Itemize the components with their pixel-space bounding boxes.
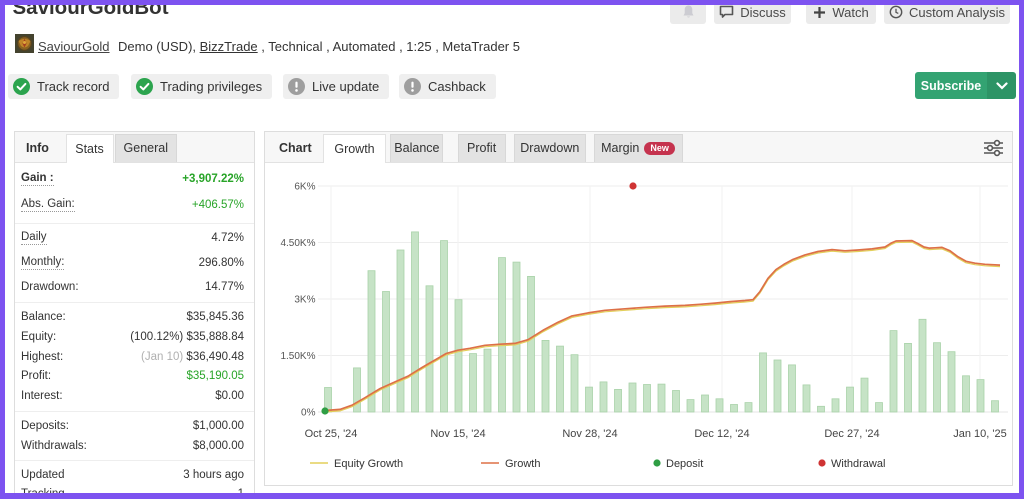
svg-text:6K%: 6K% [294,182,315,193]
svg-text:Withdrawal: Withdrawal [831,458,885,470]
svg-text:Jan 10, '25: Jan 10, '25 [953,428,1006,440]
svg-text:Nov 28, '24: Nov 28, '24 [562,428,617,440]
svg-text:1.50K%: 1.50K% [280,351,315,362]
svg-text:3K%: 3K% [294,295,315,306]
svg-text:Deposit: Deposit [666,458,703,470]
svg-text:0%: 0% [301,408,316,419]
svg-text:Dec 27, '24: Dec 27, '24 [824,428,879,440]
svg-text:4.50K%: 4.50K% [280,238,315,249]
svg-text:Growth: Growth [505,458,540,470]
svg-text:Equity Growth: Equity Growth [334,458,403,470]
svg-text:Oct 25, '24: Oct 25, '24 [305,428,358,440]
svg-text:Dec 12, '24: Dec 12, '24 [694,428,749,440]
svg-text:Nov 15, '24: Nov 15, '24 [430,428,485,440]
